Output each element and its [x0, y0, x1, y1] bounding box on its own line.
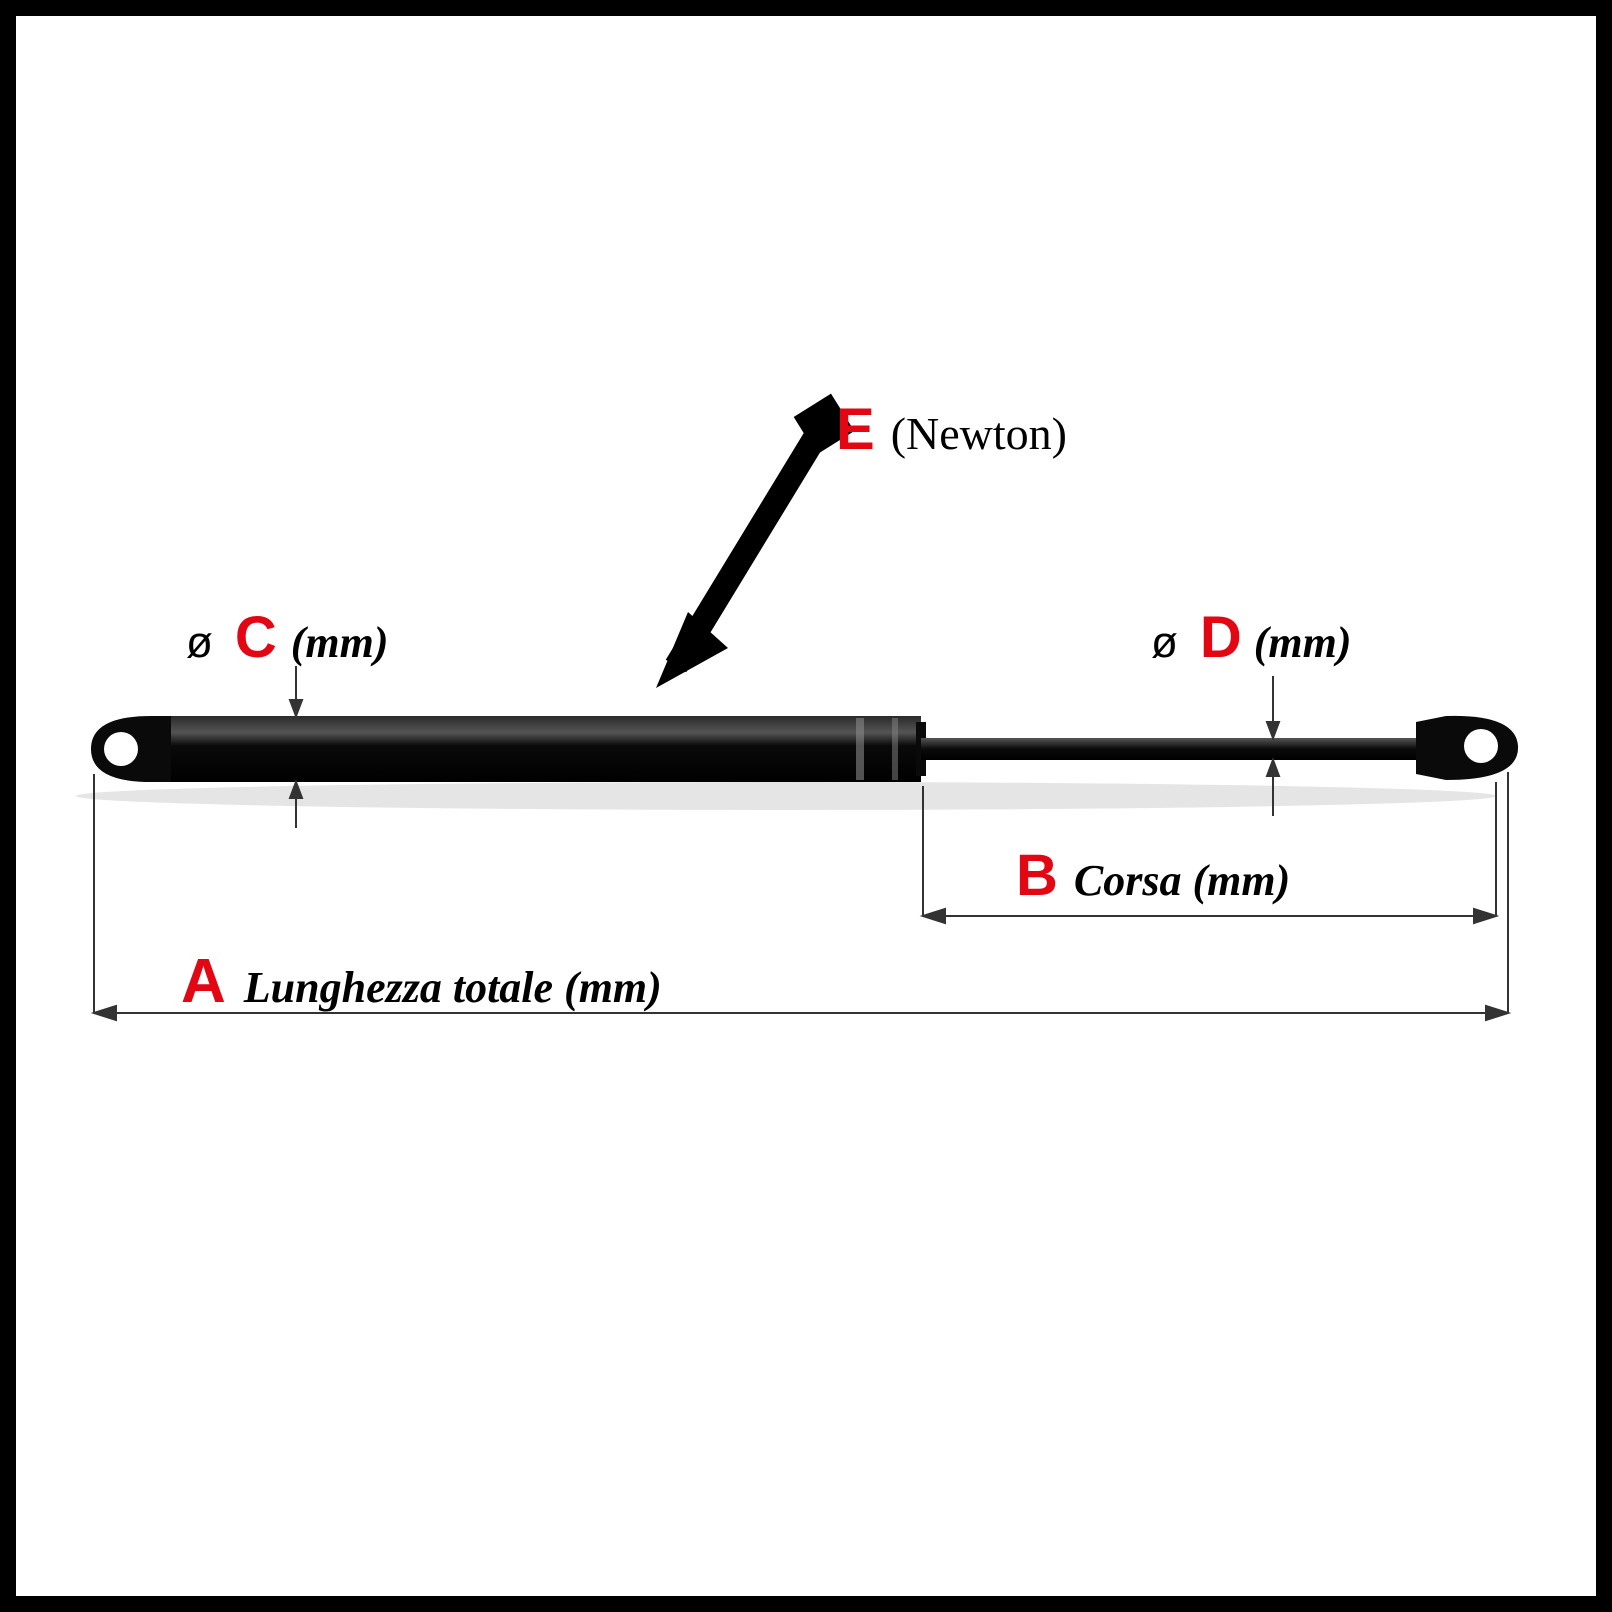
letter-C: C: [235, 604, 277, 671]
label-E: E (Newton): [836, 396, 1067, 463]
diagram-frame: E (Newton) ø C (mm) ø D (mm) B Corsa (mm…: [0, 0, 1612, 1612]
unit-E: (Newton): [891, 408, 1067, 459]
label-B: B Corsa (mm): [1016, 842, 1290, 909]
letter-A: A: [181, 946, 226, 1017]
diameter-symbol-C: ø: [186, 618, 213, 667]
unit-B: Corsa (mm): [1074, 855, 1290, 906]
label-A: A Lunghezza totale (mm): [181, 946, 662, 1017]
label-D: ø D (mm): [1151, 604, 1352, 671]
right-eye: [1416, 716, 1518, 780]
label-C: ø C (mm): [186, 604, 389, 671]
left-eye: [91, 716, 171, 782]
letter-D: D: [1200, 604, 1242, 671]
letter-B: B: [1016, 842, 1058, 909]
letter-E: E: [836, 396, 875, 463]
unit-A: Lunghezza totale (mm): [244, 962, 662, 1013]
diagram-svg-wrap: [16, 16, 1596, 1596]
force-arrow: [656, 394, 854, 688]
diameter-symbol-D: ø: [1151, 618, 1178, 667]
unit-D: (mm): [1254, 617, 1352, 668]
unit-C: (mm): [291, 617, 389, 668]
gas-strut-diagram: [16, 16, 1596, 1596]
